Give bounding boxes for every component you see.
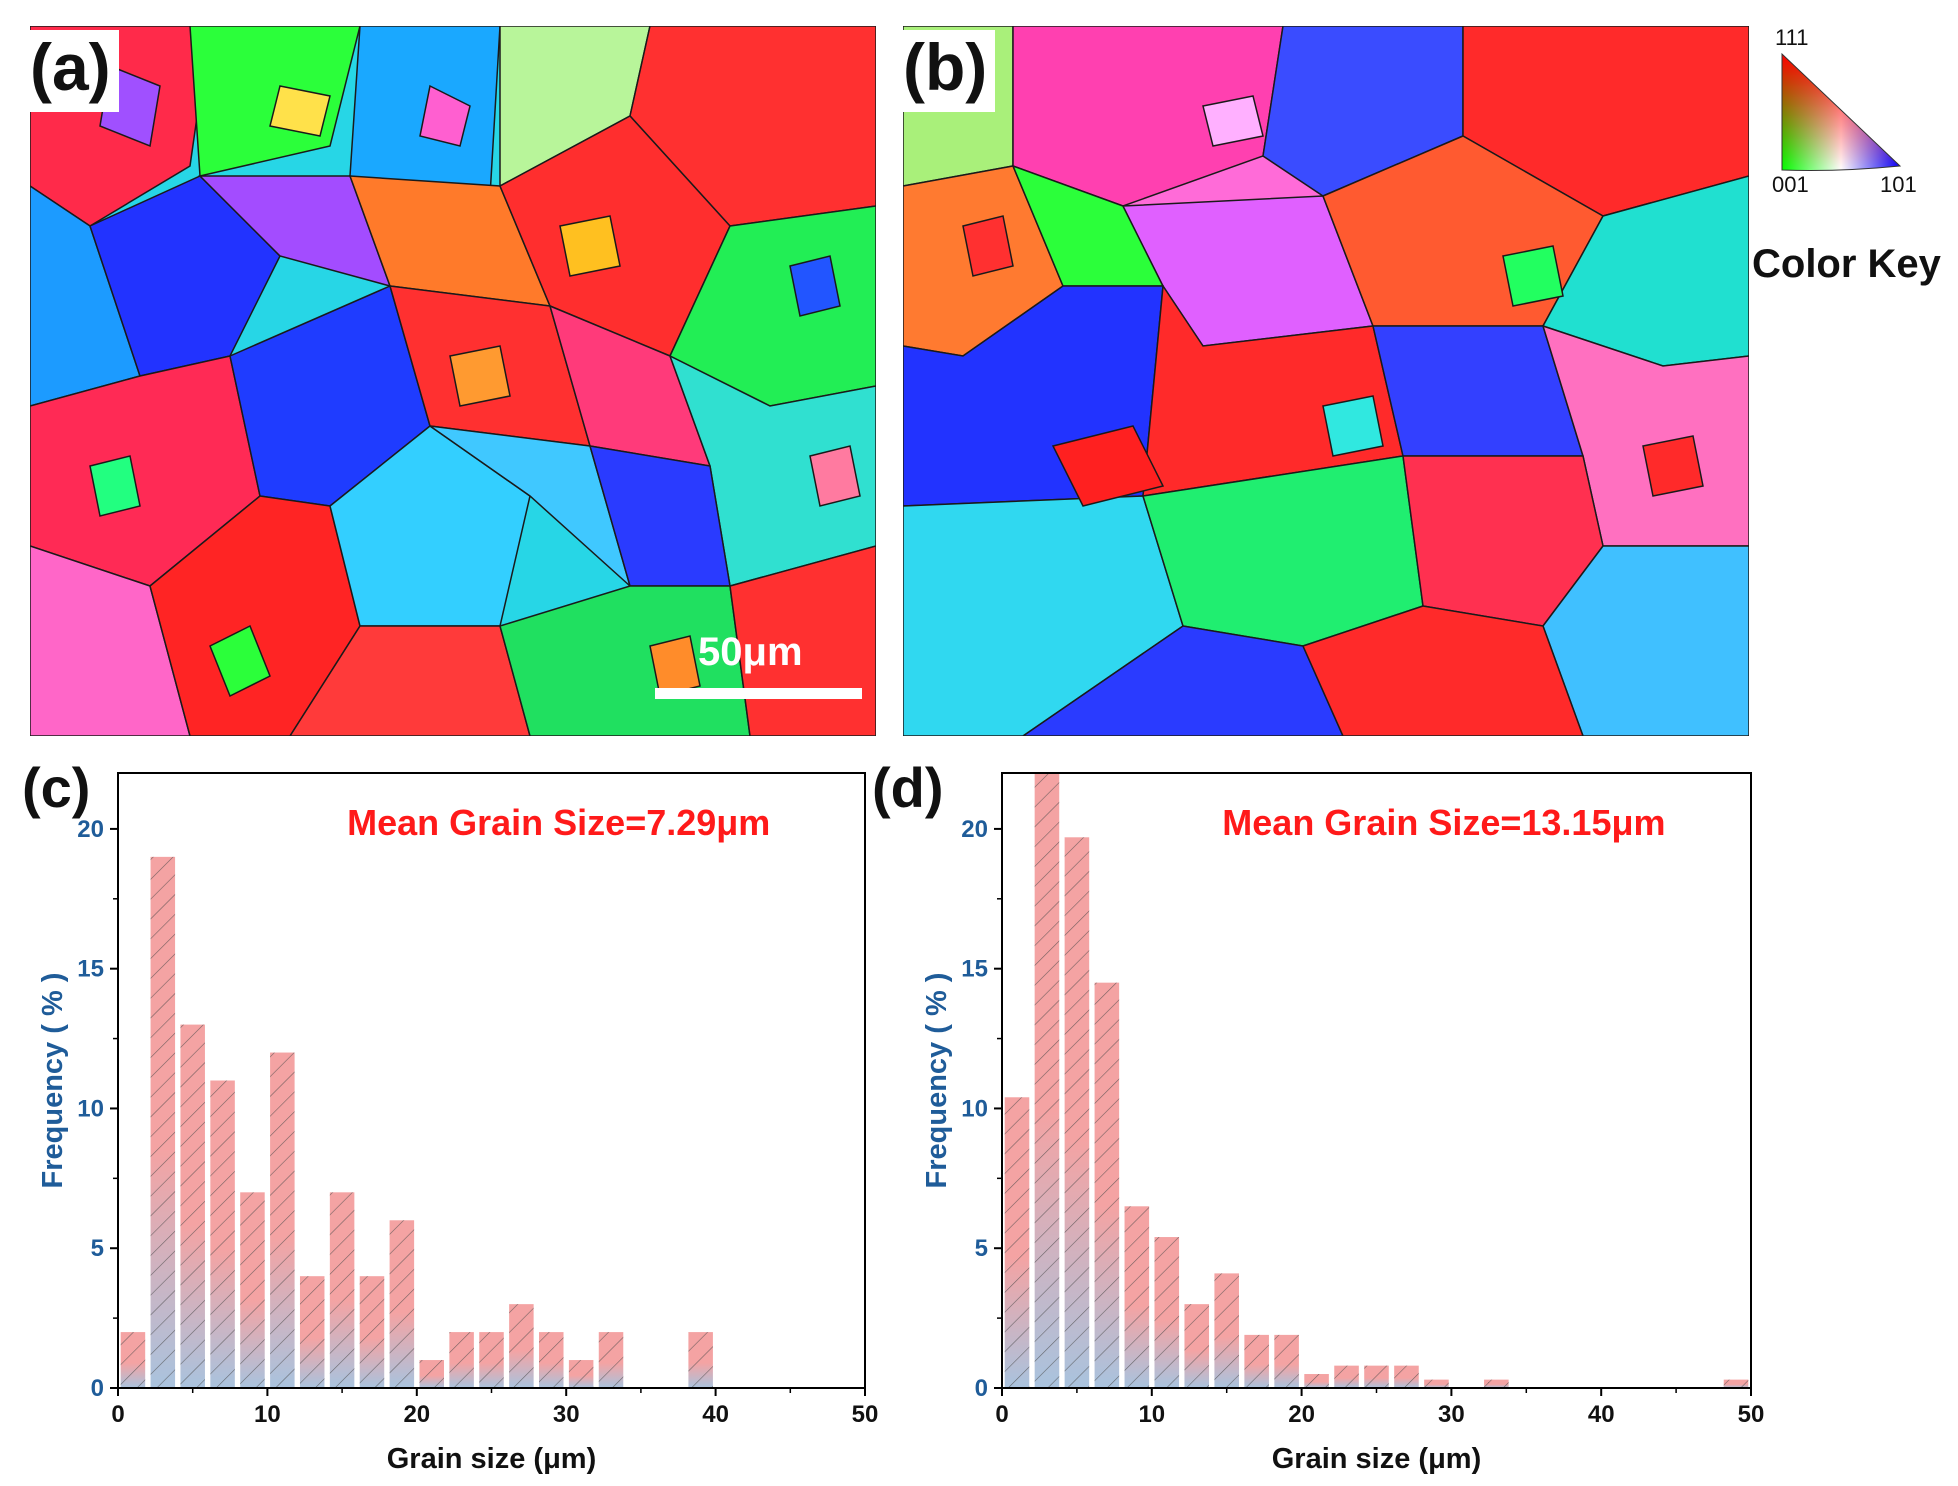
histogram-bar-hatch	[1274, 1334, 1299, 1388]
y-tick-label: 15	[961, 956, 988, 983]
y-tick-label: 5	[975, 1235, 988, 1262]
histogram-bar-hatch	[329, 1192, 355, 1388]
scale-bar	[655, 688, 862, 699]
ebsd-map-a	[30, 26, 876, 736]
histogram-bar-hatch	[419, 1360, 444, 1388]
x-axis-label: Grain size (μm)	[1272, 1443, 1482, 1475]
y-tick-label: 10	[77, 1095, 104, 1122]
histogram-bar-hatch	[1244, 1334, 1269, 1388]
color-key-triangle	[1781, 52, 1902, 171]
histogram-bar-hatch	[449, 1332, 474, 1388]
histogram-bar-hatch	[1214, 1273, 1239, 1388]
color-key-111: 111	[1775, 25, 1809, 50]
histogram-bar-hatch	[1364, 1365, 1389, 1388]
histogram-bar-hatch	[1304, 1374, 1329, 1388]
x-tick-label: 50	[852, 1401, 879, 1428]
y-tick-label: 10	[961, 1095, 988, 1122]
histogram-bar-hatch	[1124, 1206, 1150, 1388]
y-tick-label: 0	[975, 1375, 988, 1402]
x-tick-label: 30	[1438, 1401, 1465, 1428]
histogram-bar-hatch	[1004, 1097, 1030, 1388]
x-axis-label: Grain size (μm)	[387, 1443, 597, 1475]
histogram-bar-hatch	[598, 1332, 624, 1388]
panel-label-d: (d)	[872, 756, 944, 819]
y-tick-label: 20	[77, 816, 104, 843]
x-tick-label: 0	[111, 1401, 124, 1428]
x-tick-label: 20	[403, 1401, 430, 1428]
x-tick-label: 20	[1288, 1401, 1315, 1428]
y-tick-label: 0	[91, 1375, 104, 1402]
y-tick-label: 15	[77, 956, 104, 983]
histogram-bar-hatch	[180, 1024, 205, 1388]
color-key-001: 001	[1772, 172, 1809, 197]
x-tick-label: 50	[1738, 1401, 1765, 1428]
histogram-bar-hatch	[688, 1332, 713, 1388]
histogram-bar-hatch	[509, 1304, 534, 1388]
histogram-bar-hatch	[1034, 773, 1060, 1388]
y-tick-label: 5	[91, 1235, 104, 1262]
histogram-bar-hatch	[539, 1332, 564, 1388]
histogram-bar-hatch	[1394, 1365, 1419, 1388]
ebsd-map-b	[903, 26, 1749, 736]
histogram-bar-hatch	[240, 1192, 265, 1388]
histogram-bar-hatch	[210, 1080, 235, 1388]
histogram-bar-hatch	[1424, 1379, 1449, 1388]
color-key-101: 101	[1880, 172, 1917, 197]
y-tick-label: 20	[961, 816, 988, 843]
color-key-title: Color Key	[1752, 242, 1941, 286]
histogram-bar-hatch	[359, 1276, 385, 1388]
panel-label-c: (c)	[22, 756, 91, 819]
histogram-bar-hatch	[1484, 1379, 1509, 1388]
x-tick-label: 10	[1138, 1401, 1165, 1428]
chart-d: 0 10 20 30 40 50 0 5 10 15 20 Grain size (μm) Freque…	[921, 772, 1765, 1475]
x-tick-label: 30	[553, 1401, 580, 1428]
y-axis-label: Frequency ( % )	[37, 973, 69, 1189]
histogram-bar-hatch	[150, 856, 176, 1388]
histogram-bar-hatch	[1064, 837, 1090, 1388]
panel-label-a: (a)	[24, 30, 119, 112]
ebsd-map-b-image	[903, 26, 1749, 736]
histogram-bar-hatch	[270, 1052, 295, 1388]
x-tick-label: 0	[995, 1401, 1008, 1428]
histogram-bar-hatch	[1184, 1304, 1210, 1388]
ebsd-map-a-image	[30, 26, 876, 736]
y-axis-label: Frequency ( % )	[921, 973, 953, 1189]
scale-bar-label: 50μm	[698, 630, 803, 674]
histogram-bar-hatch	[1094, 982, 1120, 1388]
x-tick-label: 10	[254, 1401, 281, 1428]
histogram-bar-hatch	[479, 1332, 504, 1388]
histogram-bar-hatch	[1723, 1379, 1749, 1388]
histogram-bar-hatch	[1154, 1237, 1180, 1388]
mean-grain-size-annotation: Mean Grain Size=13.15μm	[1222, 802, 1665, 843]
chart-c: 0 10 20 30 40 50 0 5 10 15 20 Grain size (μm) Freque…	[37, 772, 879, 1475]
x-tick-label: 40	[1588, 1401, 1615, 1428]
mean-grain-size-annotation: Mean Grain Size=7.29μm	[347, 802, 770, 843]
histogram-bar-hatch	[299, 1276, 325, 1388]
histogram-bar-hatch	[389, 1220, 415, 1388]
histogram-bar-hatch	[1334, 1365, 1359, 1388]
histogram-bar-hatch	[568, 1360, 594, 1388]
panel-label-b: (b)	[897, 30, 996, 112]
histogram-bar-hatch	[120, 1332, 146, 1388]
x-tick-label: 40	[702, 1401, 729, 1428]
